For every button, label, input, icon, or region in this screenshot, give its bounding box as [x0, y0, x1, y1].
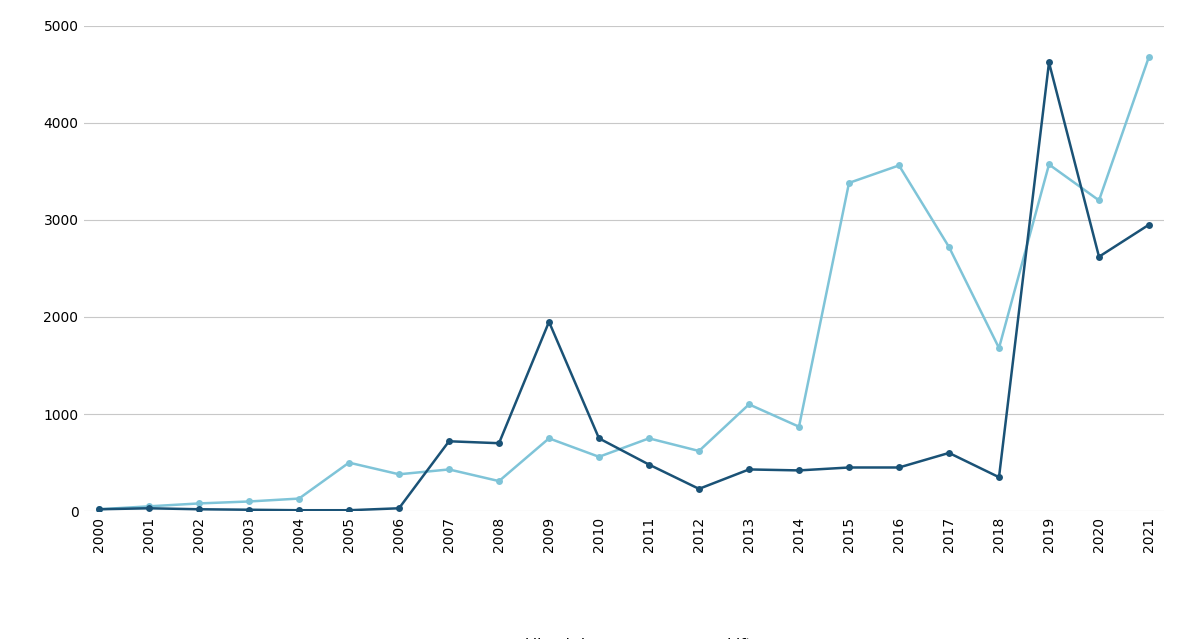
grønne skifte [292, 495, 306, 502]
grønne skifte [192, 500, 206, 507]
grønne skifte [91, 505, 106, 513]
klimakrise [991, 473, 1006, 481]
klimakrise [792, 466, 806, 474]
grønne skifte [142, 502, 156, 510]
klimakrise [691, 485, 706, 493]
grønne skifte [342, 459, 356, 466]
klimakrise [1042, 59, 1056, 66]
klimakrise [1092, 253, 1106, 261]
klimakrise [492, 440, 506, 447]
grønne skifte [892, 162, 906, 169]
klimakrise [842, 464, 857, 472]
grønne skifte [1142, 53, 1157, 61]
klimakrise [142, 504, 156, 512]
klimakrise [342, 506, 356, 514]
grønne skifte [642, 435, 656, 442]
grønne skifte [241, 498, 256, 505]
klimakrise [592, 435, 606, 442]
grønne skifte [492, 477, 506, 485]
grønne skifte [991, 344, 1006, 352]
klimakrise [391, 504, 406, 512]
klimakrise [541, 318, 556, 326]
grønne skifte [942, 243, 956, 251]
klimakrise [292, 506, 306, 514]
grønne skifte [742, 401, 756, 408]
grønne skifte [391, 470, 406, 478]
grønne skifte [1042, 160, 1056, 168]
klimakrise [642, 461, 656, 468]
klimakrise [892, 464, 906, 472]
grønne skifte [592, 453, 606, 461]
Line: klimakrise: klimakrise [96, 59, 1152, 514]
grønne skifte [842, 179, 857, 187]
klimakrise [241, 506, 256, 514]
klimakrise [192, 505, 206, 513]
Legend: klimakrise, grønne skifte: klimakrise, grønne skifte [481, 632, 767, 639]
Line: grønne skifte: grønne skifte [96, 53, 1152, 512]
grønne skifte [1092, 197, 1106, 204]
klimakrise [942, 449, 956, 457]
klimakrise [442, 438, 456, 445]
klimakrise [1142, 221, 1157, 229]
grønne skifte [442, 466, 456, 473]
grønne skifte [541, 435, 556, 442]
grønne skifte [691, 447, 706, 455]
klimakrise [91, 505, 106, 513]
klimakrise [742, 466, 756, 473]
grønne skifte [792, 423, 806, 431]
